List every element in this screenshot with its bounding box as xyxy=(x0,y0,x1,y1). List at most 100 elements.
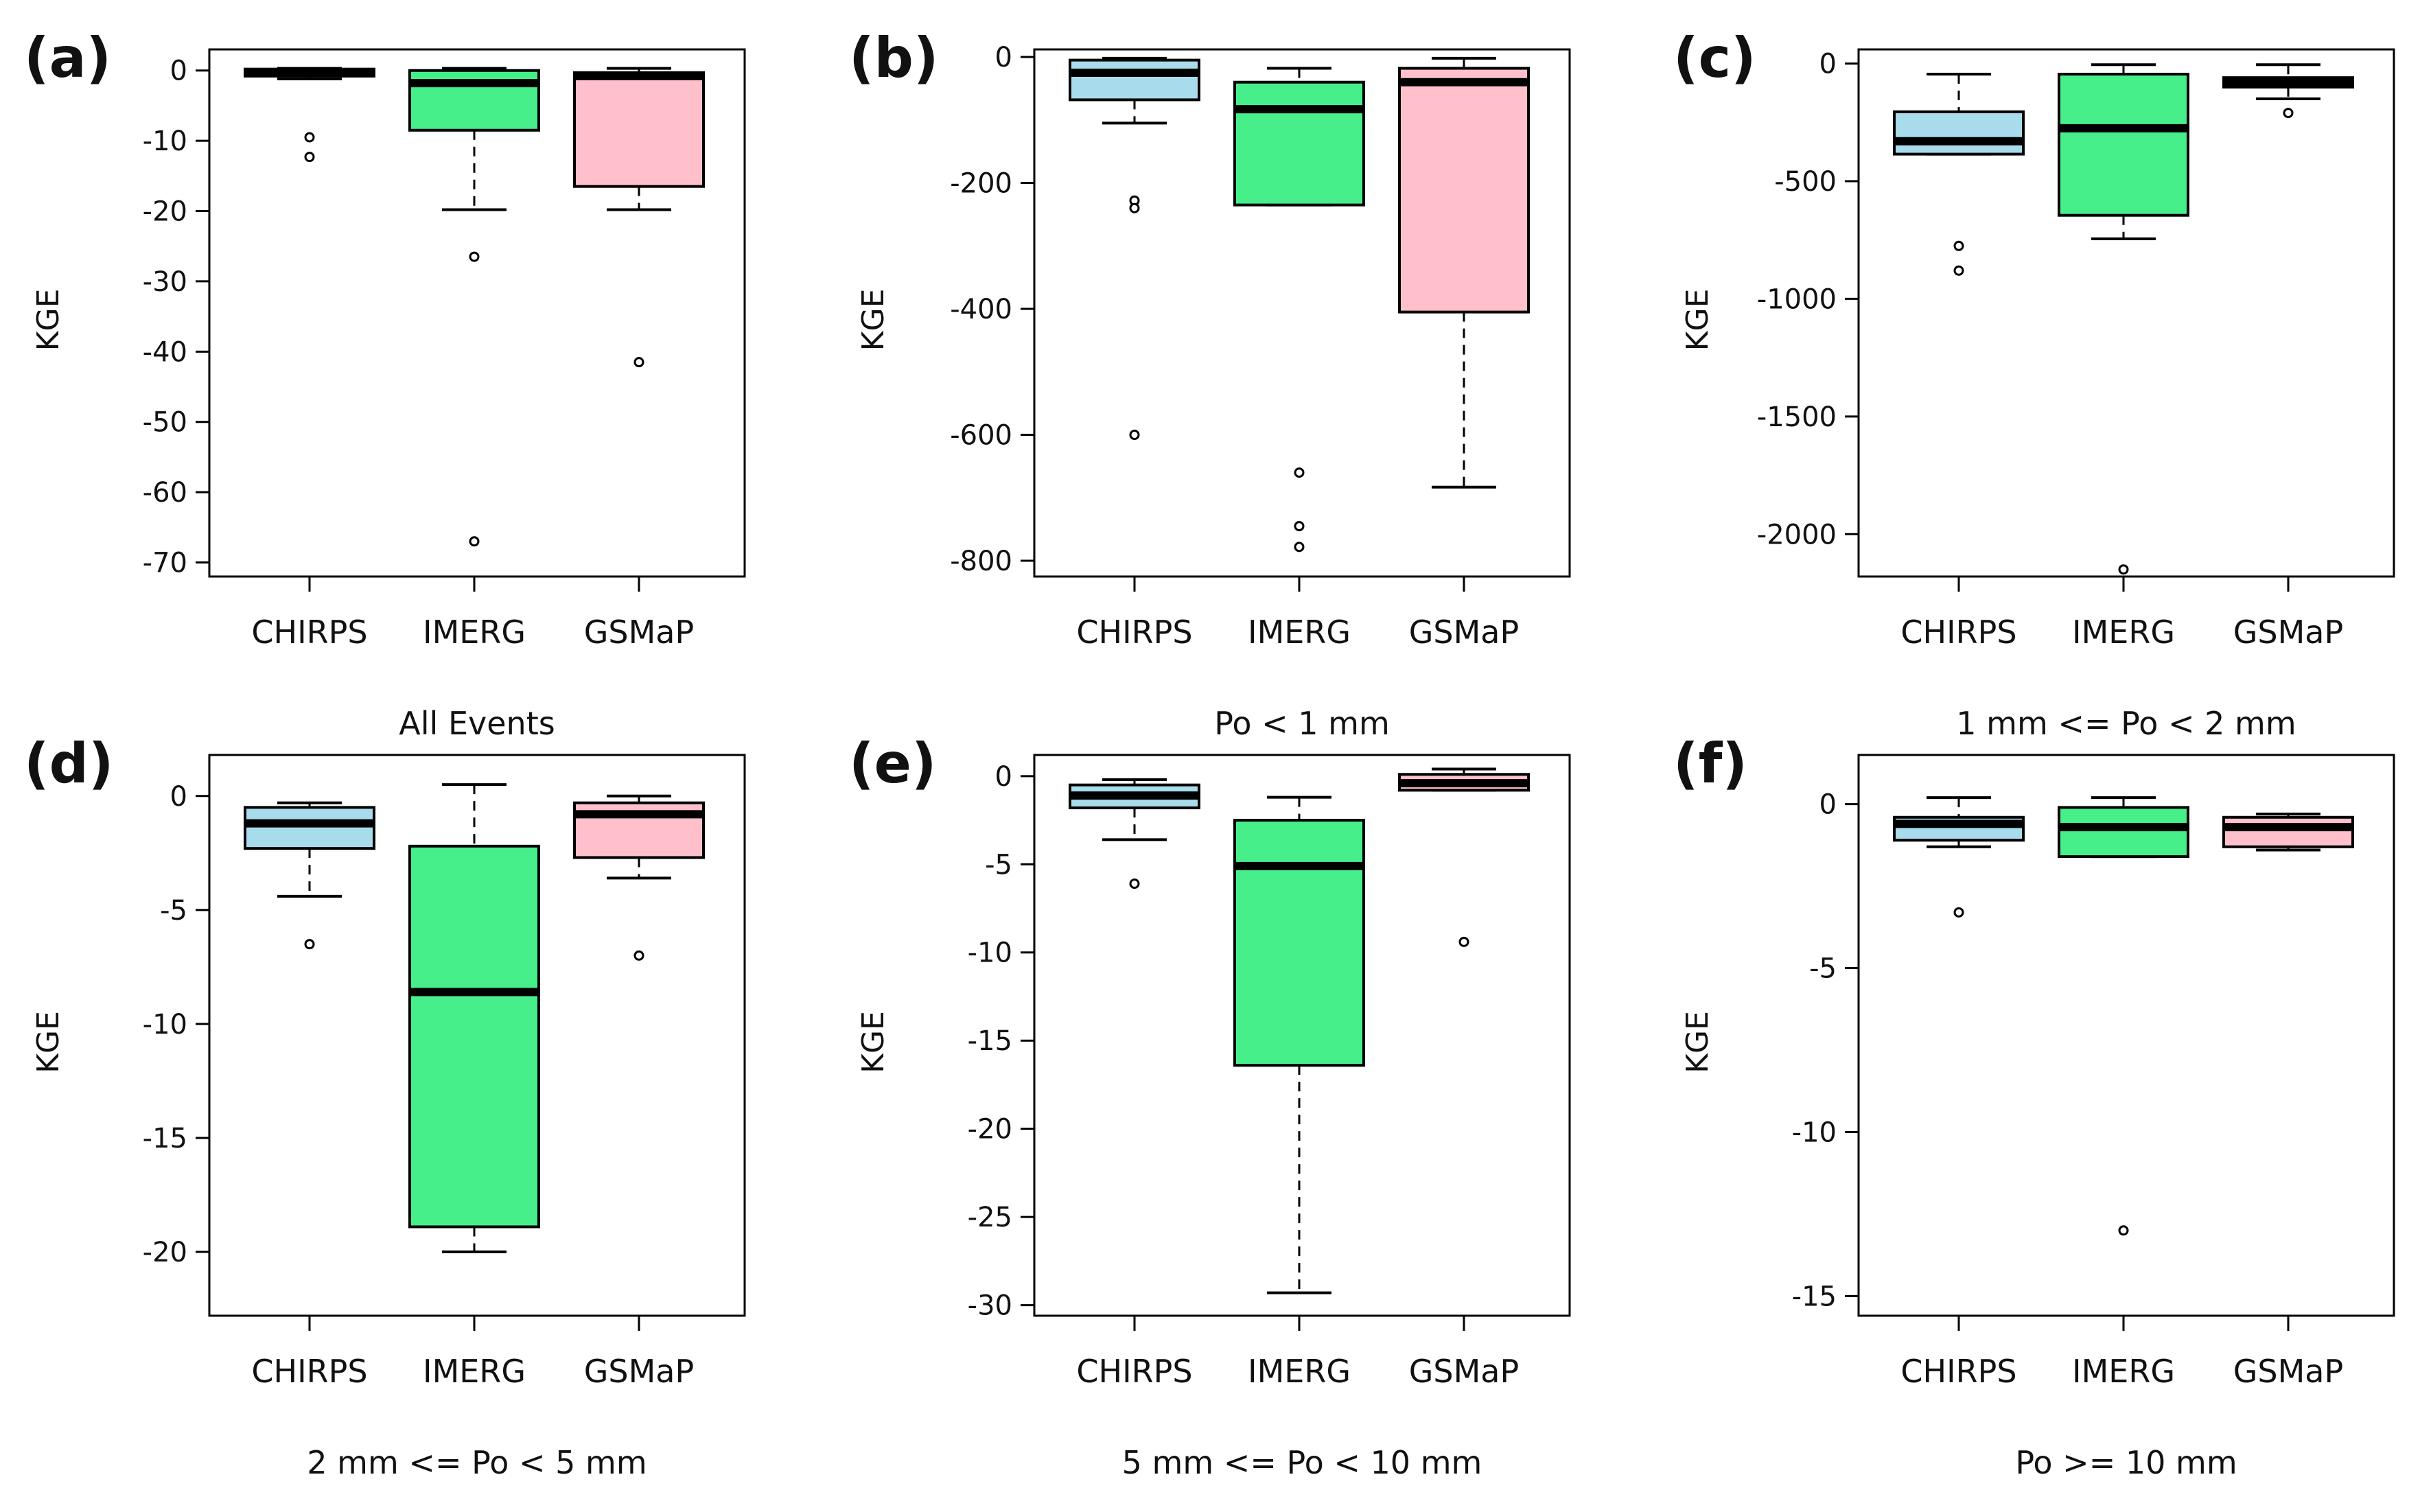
box-chirps xyxy=(244,801,375,950)
x-tick-label: GSMaP xyxy=(2233,1353,2343,1390)
outlier-point xyxy=(1129,202,1140,213)
panel-e: 0 -5 -10 -15 -20 -25 -30 KGE (e) CHIRPS IMERG GSMaP… xyxy=(849,732,1571,1481)
x-tick-label: CHIRPS xyxy=(1076,614,1192,651)
plot-frame xyxy=(1857,48,2395,578)
outlier-point xyxy=(1294,542,1305,553)
x-axis-label: Po >= 10 mm xyxy=(2015,1444,2237,1481)
y-tick-label: -200 xyxy=(950,168,1012,200)
outlier-point xyxy=(1129,879,1140,889)
box-imerg xyxy=(2058,796,2189,1236)
outlier-point xyxy=(1129,430,1140,441)
y-tick-label: -20 xyxy=(143,196,187,228)
outlier-point xyxy=(1953,907,1964,918)
box-gsmap xyxy=(573,67,705,368)
panel-label: (a) xyxy=(24,26,111,90)
y-tick-label: -5 xyxy=(160,895,187,927)
box-imerg xyxy=(408,783,540,1254)
y-tick-label: -50 xyxy=(143,407,187,439)
iqr-box xyxy=(1893,110,2025,156)
plot-frame xyxy=(1033,754,1571,1317)
y-tick-label: -10 xyxy=(143,126,187,157)
y-tick-label: -10 xyxy=(1792,1117,1837,1148)
y-tick-label: 0 xyxy=(995,42,1012,73)
box-chirps xyxy=(1069,56,1200,441)
x-tick-label: IMERG xyxy=(1248,614,1351,651)
y-tick-label: -40 xyxy=(143,336,187,368)
y-tick-label: -2000 xyxy=(1757,519,1837,550)
x-tick-label: IMERG xyxy=(423,1353,526,1390)
panel-label: (c) xyxy=(1673,26,1756,90)
y-tick-label: -5 xyxy=(1809,953,1837,985)
x-tick-label: CHIRPS xyxy=(1900,1353,2016,1390)
y-tick-label: -60 xyxy=(143,477,187,509)
panel-b: 0 -200 -400 -600 -800 KGE (b) CHIRPS IMERG GSMaP P… xyxy=(849,26,1571,742)
x-axis-label: 5 mm <= Po < 10 mm xyxy=(1122,1444,1482,1481)
y-tick-label: -400 xyxy=(950,294,1012,325)
y-tick-label: -1500 xyxy=(1757,402,1837,433)
y-tick-label: 0 xyxy=(170,56,187,87)
panel-label: (e) xyxy=(849,732,936,795)
y-tick-label: 0 xyxy=(1819,789,1837,821)
x-tick-label: CHIRPS xyxy=(251,614,367,651)
x-tick-label: GSMaP xyxy=(584,1353,694,1390)
y-tick-label: -500 xyxy=(1774,166,1837,198)
outlier-point xyxy=(633,950,644,961)
iqr-box xyxy=(573,71,705,188)
y-tick-label: -30 xyxy=(143,266,187,298)
y-tick-label: -15 xyxy=(968,1025,1012,1057)
box-gsmap xyxy=(1398,56,1530,489)
y-axis-label: KGE xyxy=(856,1011,891,1073)
outlier-point xyxy=(1458,936,1469,947)
y-tick-label: 0 xyxy=(170,781,187,813)
iqr-box xyxy=(1398,67,1530,314)
outlier-point xyxy=(304,939,315,950)
panel-label: (b) xyxy=(849,26,938,90)
box-imerg xyxy=(408,67,540,547)
iqr-box xyxy=(1233,80,1365,207)
panel-label: (f) xyxy=(1673,732,1747,795)
x-tick-label: CHIRPS xyxy=(251,1353,367,1390)
y-tick-label: -25 xyxy=(968,1202,1012,1233)
panel-a: 0 -10 -20 -30 -40 -50 -60 -70 KGE (a) CHIRPS IMERG G… xyxy=(24,26,746,742)
outlier-point xyxy=(469,536,480,547)
outlier-point xyxy=(304,152,315,163)
box-gsmap xyxy=(2222,813,2354,852)
y-tick-label: -15 xyxy=(143,1123,187,1154)
x-tick-label: IMERG xyxy=(423,614,526,651)
box-gsmap xyxy=(2222,63,2354,119)
x-tick-label: IMERG xyxy=(2072,1353,2175,1390)
outlier-point xyxy=(304,132,315,143)
y-axis-label: KGE xyxy=(31,289,66,351)
iqr-box xyxy=(2058,73,2189,217)
x-tick-label: GSMaP xyxy=(584,614,694,651)
y-tick-label: -30 xyxy=(968,1290,1012,1322)
y-axis-label: KGE xyxy=(1680,1011,1715,1073)
x-axis-label: 1 mm <= Po < 2 mm xyxy=(1956,705,2296,742)
iqr-box xyxy=(244,806,375,850)
y-tick-label: 0 xyxy=(1819,49,1837,80)
y-axis-label: KGE xyxy=(31,1011,66,1073)
box-imerg xyxy=(1233,67,1365,553)
iqr-box xyxy=(408,844,540,1229)
box-imerg xyxy=(2058,63,2189,575)
y-tick-label: -20 xyxy=(968,1114,1012,1145)
iqr-box xyxy=(1233,819,1365,1067)
iqr-box xyxy=(1069,58,1200,102)
iqr-box xyxy=(2222,815,2354,848)
y-tick-label: -600 xyxy=(950,420,1012,452)
y-tick-label: -10 xyxy=(968,938,1012,969)
x-tick-label: CHIRPS xyxy=(1900,614,2016,651)
y-tick-label: -5 xyxy=(985,849,1012,881)
box-chirps xyxy=(1893,796,2025,918)
box-gsmap xyxy=(573,794,705,961)
panel-label: (d) xyxy=(24,732,113,795)
y-tick-label: -1000 xyxy=(1757,283,1837,315)
x-tick-label: IMERG xyxy=(1248,1353,1351,1390)
outlier-point xyxy=(1953,265,1964,276)
outlier-point xyxy=(2118,1225,2129,1236)
outlier-point xyxy=(469,251,480,262)
x-axis-label: All Events xyxy=(399,705,555,742)
plot-frame xyxy=(1857,754,2395,1317)
box-imerg xyxy=(1233,795,1365,1294)
